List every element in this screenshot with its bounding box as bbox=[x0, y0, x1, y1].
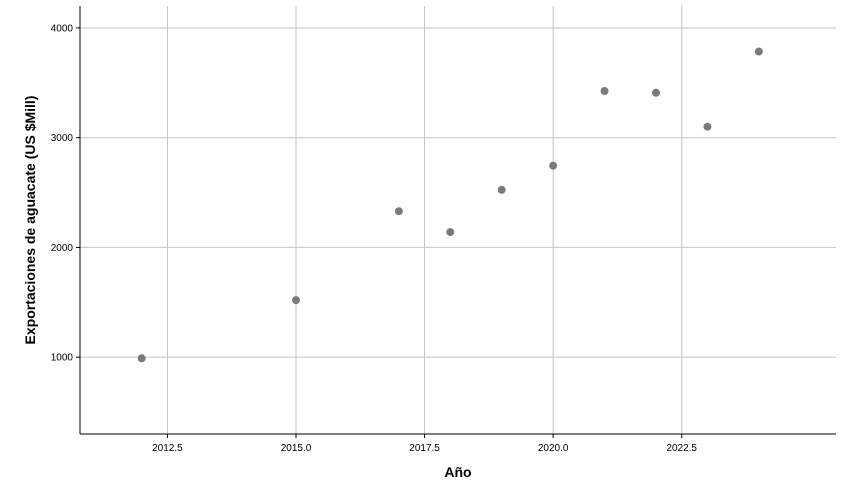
x-axis-title: Año bbox=[444, 464, 471, 480]
x-tick-label: 2022.5 bbox=[666, 443, 697, 454]
data-points bbox=[137, 47, 763, 363]
data-point bbox=[292, 296, 300, 305]
y-tick-label: 4000 bbox=[51, 23, 74, 34]
axes bbox=[76, 6, 836, 438]
data-point bbox=[549, 161, 558, 170]
data-point bbox=[497, 185, 506, 194]
x-tick-label: 2015.0 bbox=[281, 443, 312, 454]
tick-labels: 2012.5 2015.0 2017.5 2020.0 2022.5 1000 2000 30… bbox=[51, 23, 698, 454]
data-point bbox=[600, 87, 609, 96]
x-tick-label: 2020.0 bbox=[538, 443, 569, 454]
x-tick-label: 2012.5 bbox=[152, 443, 183, 454]
data-point bbox=[652, 88, 660, 97]
y-axis-title: Exportaciones de aguacate (US $Mill) bbox=[22, 96, 38, 345]
y-tick-label: 3000 bbox=[51, 133, 74, 144]
data-point bbox=[703, 122, 712, 131]
y-tick-label: 2000 bbox=[51, 243, 74, 254]
x-tick-label: 2017.5 bbox=[409, 443, 440, 454]
data-point bbox=[446, 228, 455, 237]
data-point bbox=[137, 354, 146, 363]
y-tick-label: 1000 bbox=[51, 353, 74, 364]
gridlines bbox=[80, 6, 836, 434]
data-point bbox=[754, 47, 763, 56]
data-point bbox=[394, 207, 403, 216]
